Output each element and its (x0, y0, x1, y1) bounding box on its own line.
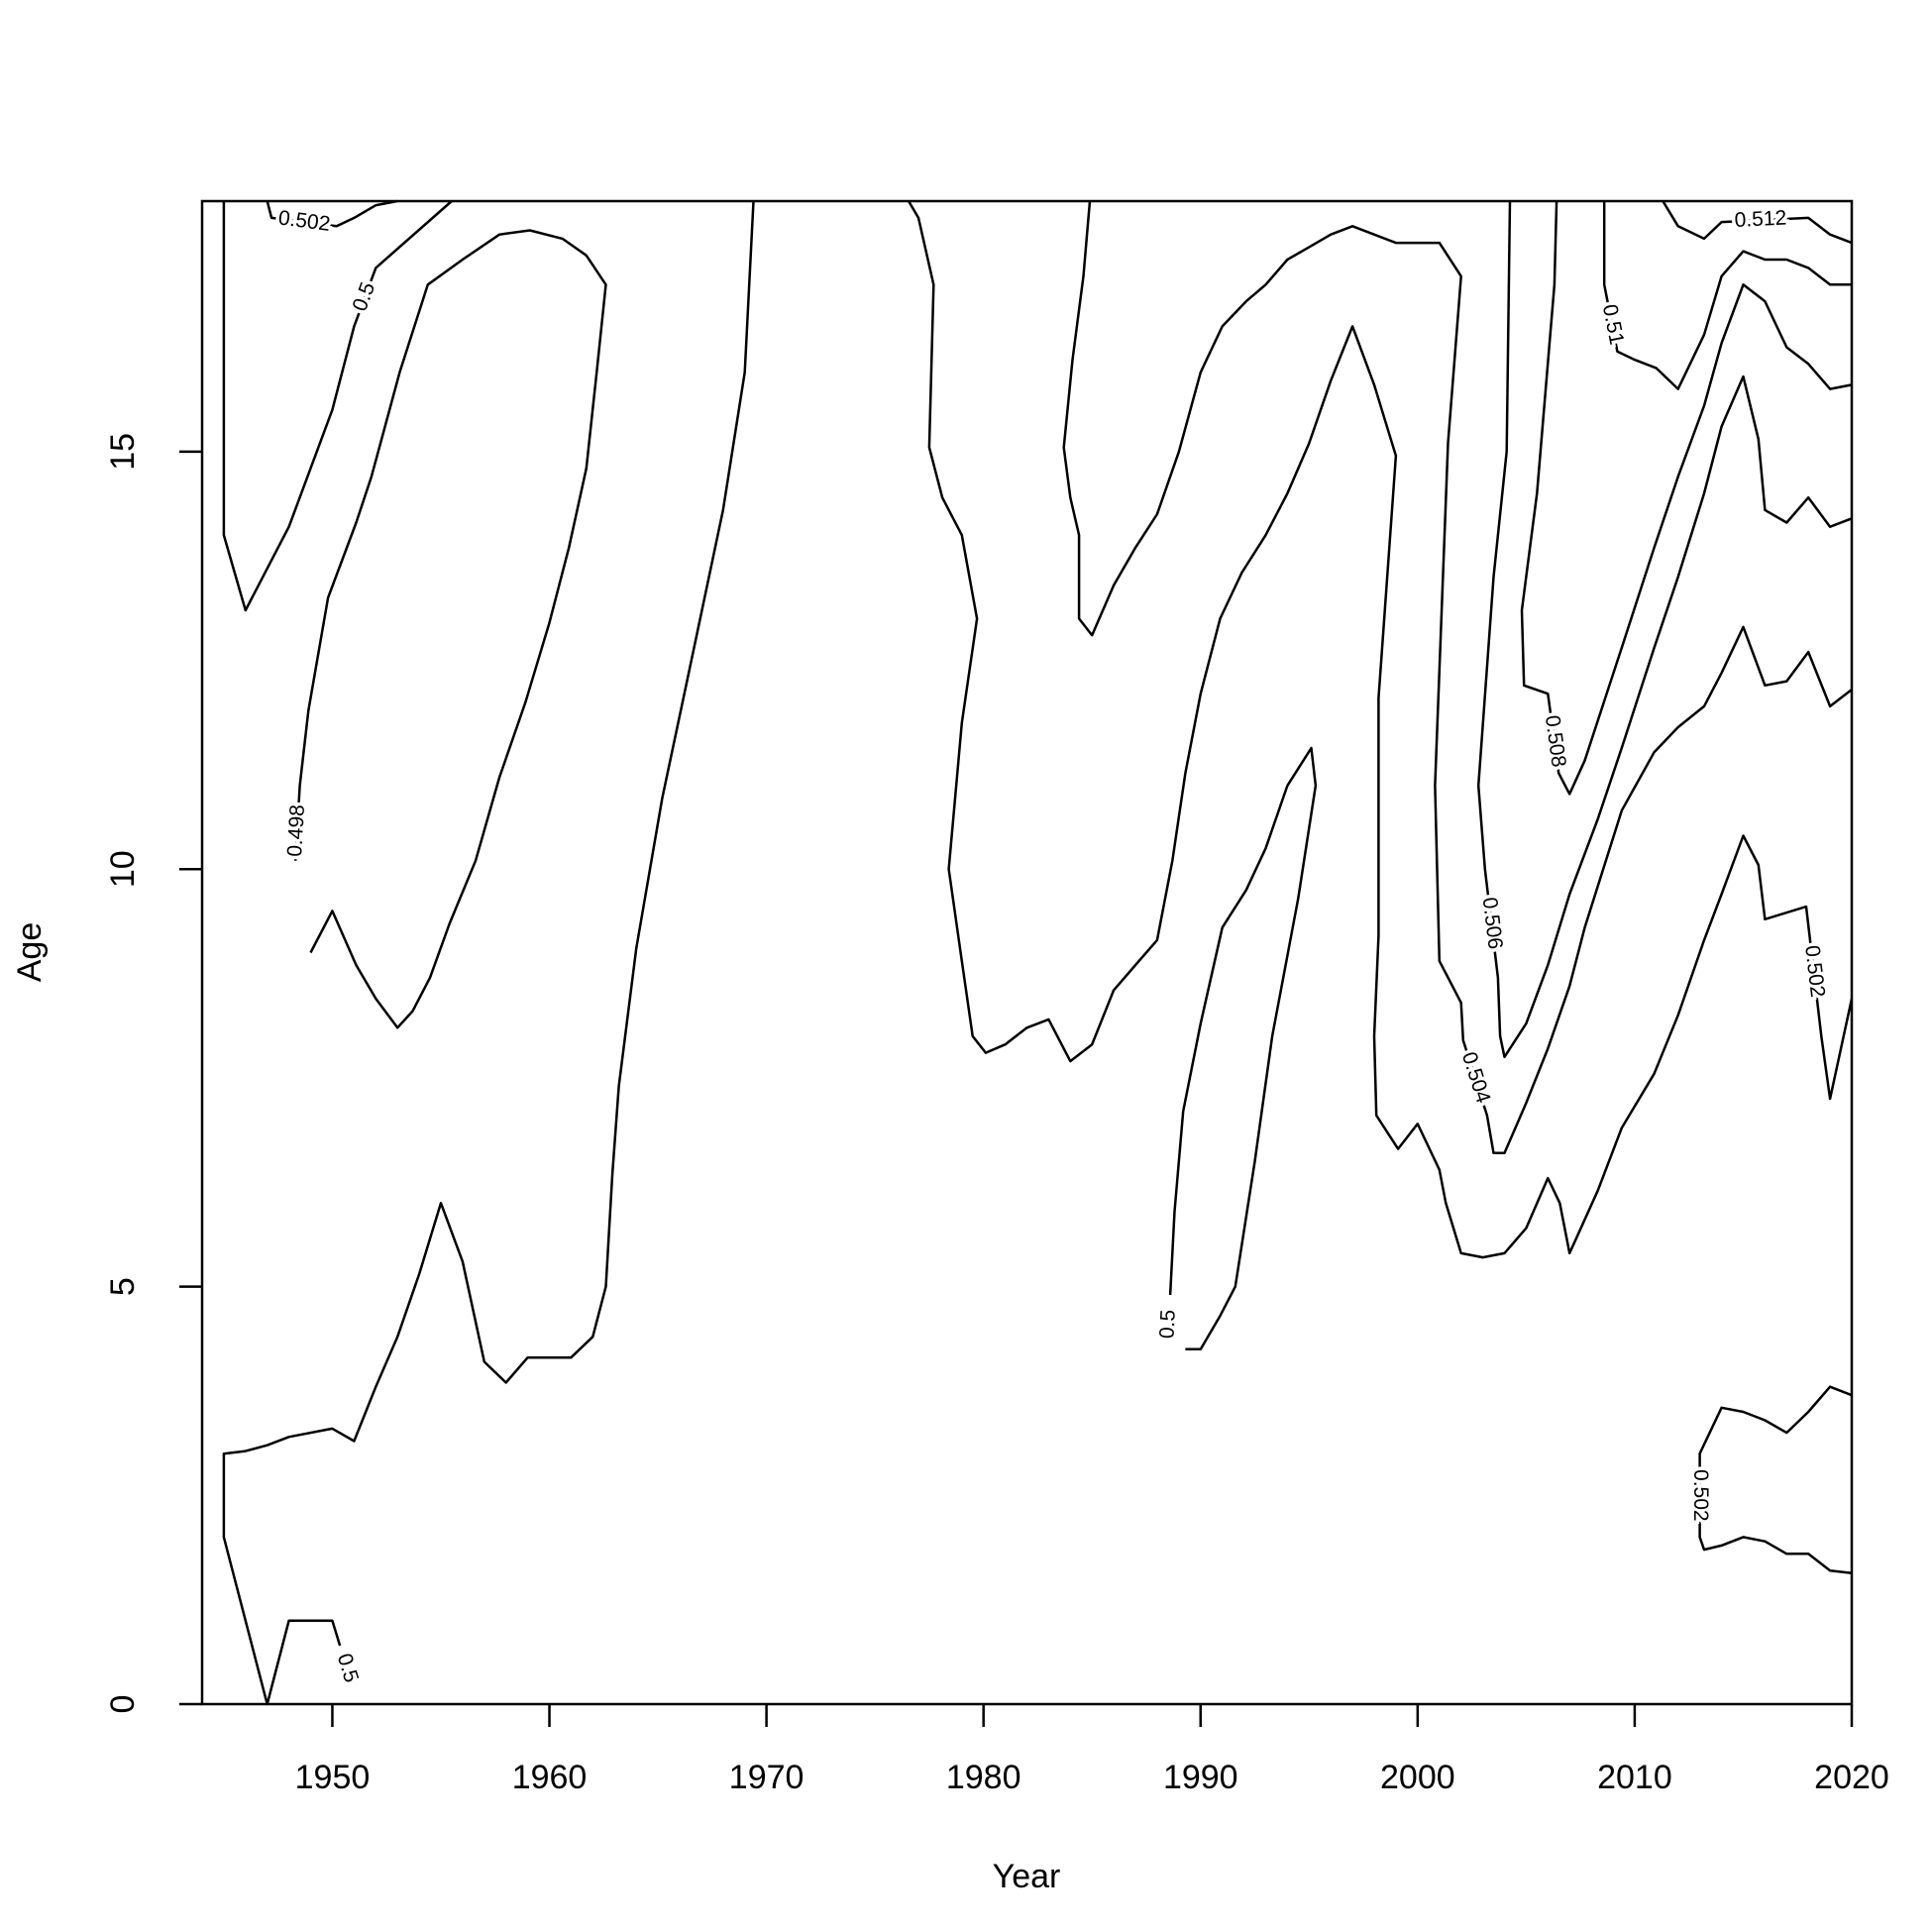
contour-line (1698, 1385, 1853, 1574)
contour-label: 0.504 (1457, 1049, 1495, 1106)
contour-label: 0.512 (1734, 206, 1787, 232)
contour-line (1520, 200, 1853, 796)
y-tick-label: 5 (104, 1277, 142, 1296)
contour-label: 0.498 (283, 805, 309, 858)
contour-label: 0.5 (349, 279, 380, 314)
contour-label: 0.502 (277, 206, 332, 235)
contour-label: 0.506 (1478, 896, 1507, 950)
contour-line (1662, 200, 1853, 245)
contour-line (293, 229, 607, 1029)
x-tick-label: 1990 (1163, 1759, 1238, 1796)
x-tick-label: 1960 (512, 1759, 588, 1796)
contour-line (222, 200, 755, 1706)
contour-line (908, 200, 1854, 1259)
y-tick-label: 10 (104, 850, 142, 888)
x-axis-label: Year (993, 1858, 1061, 1895)
y-tick-label: 0 (104, 1695, 142, 1714)
y-axis-label: Age (11, 922, 49, 983)
x-tick-label: 2000 (1380, 1759, 1455, 1796)
contour-line (222, 200, 453, 612)
contour-line (1476, 200, 1853, 1059)
contour-label: 0.502 (1689, 1469, 1712, 1522)
x-tick-label: 1970 (729, 1759, 805, 1796)
contour-label: 0.502 (1800, 944, 1829, 999)
x-tick-label: 1980 (946, 1759, 1021, 1796)
contour-line (1062, 200, 1853, 1155)
contour-line (266, 199, 398, 228)
y-tick-label: 15 (104, 433, 142, 471)
contour-line (1602, 201, 1852, 390)
plot-frame (200, 199, 1854, 1706)
contour-line (1168, 746, 1318, 1351)
x-tick-label: 2020 (1814, 1759, 1889, 1796)
contour-label: 0.5 (333, 1651, 363, 1685)
contour-label: 0.508 (1541, 714, 1570, 769)
contour-label: 0.5 (1155, 1309, 1179, 1339)
x-tick-label: 1950 (295, 1759, 371, 1796)
x-tick-label: 2010 (1597, 1759, 1672, 1796)
contour-label: 0.51 (1598, 302, 1628, 347)
